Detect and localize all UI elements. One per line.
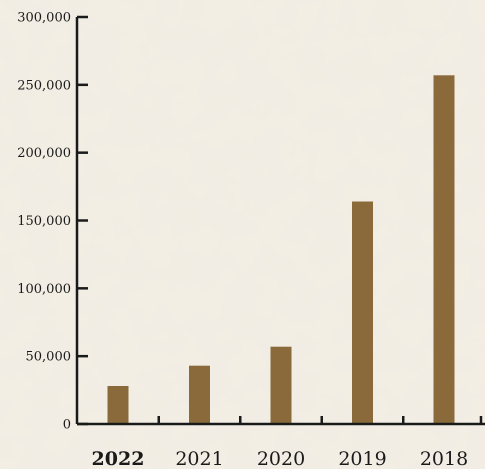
y-tick-label-100000: 100,000 — [17, 282, 71, 297]
bar-2018 — [433, 75, 455, 425]
bar-2021 — [189, 365, 210, 424]
bar-2022 — [107, 386, 129, 424]
y-tick-label-150000: 150,000 — [17, 214, 71, 229]
y-tick-label-50000: 50,000 — [26, 350, 72, 365]
y-tick-label-200000: 200,000 — [17, 146, 71, 161]
x-tick-label-2020: 2020 — [257, 448, 305, 469]
plot-area: 0 50,000 100,000 150,000 200,000 250,000 300,0… — [17, 11, 485, 469]
bar-2019 — [352, 201, 373, 424]
y-tick-label-300000: 300,000 — [17, 11, 71, 26]
x-tick-label-2019: 2019 — [338, 448, 386, 469]
y-tick-label-250000: 250,000 — [17, 78, 71, 93]
y-tick-label-0: 0 — [63, 418, 71, 433]
x-tick-label-2022: 2022 — [92, 448, 145, 469]
bar-2020 — [270, 346, 292, 424]
x-tick-label-2021: 2021 — [175, 448, 223, 469]
x-tick-label-2018: 2018 — [420, 448, 468, 469]
